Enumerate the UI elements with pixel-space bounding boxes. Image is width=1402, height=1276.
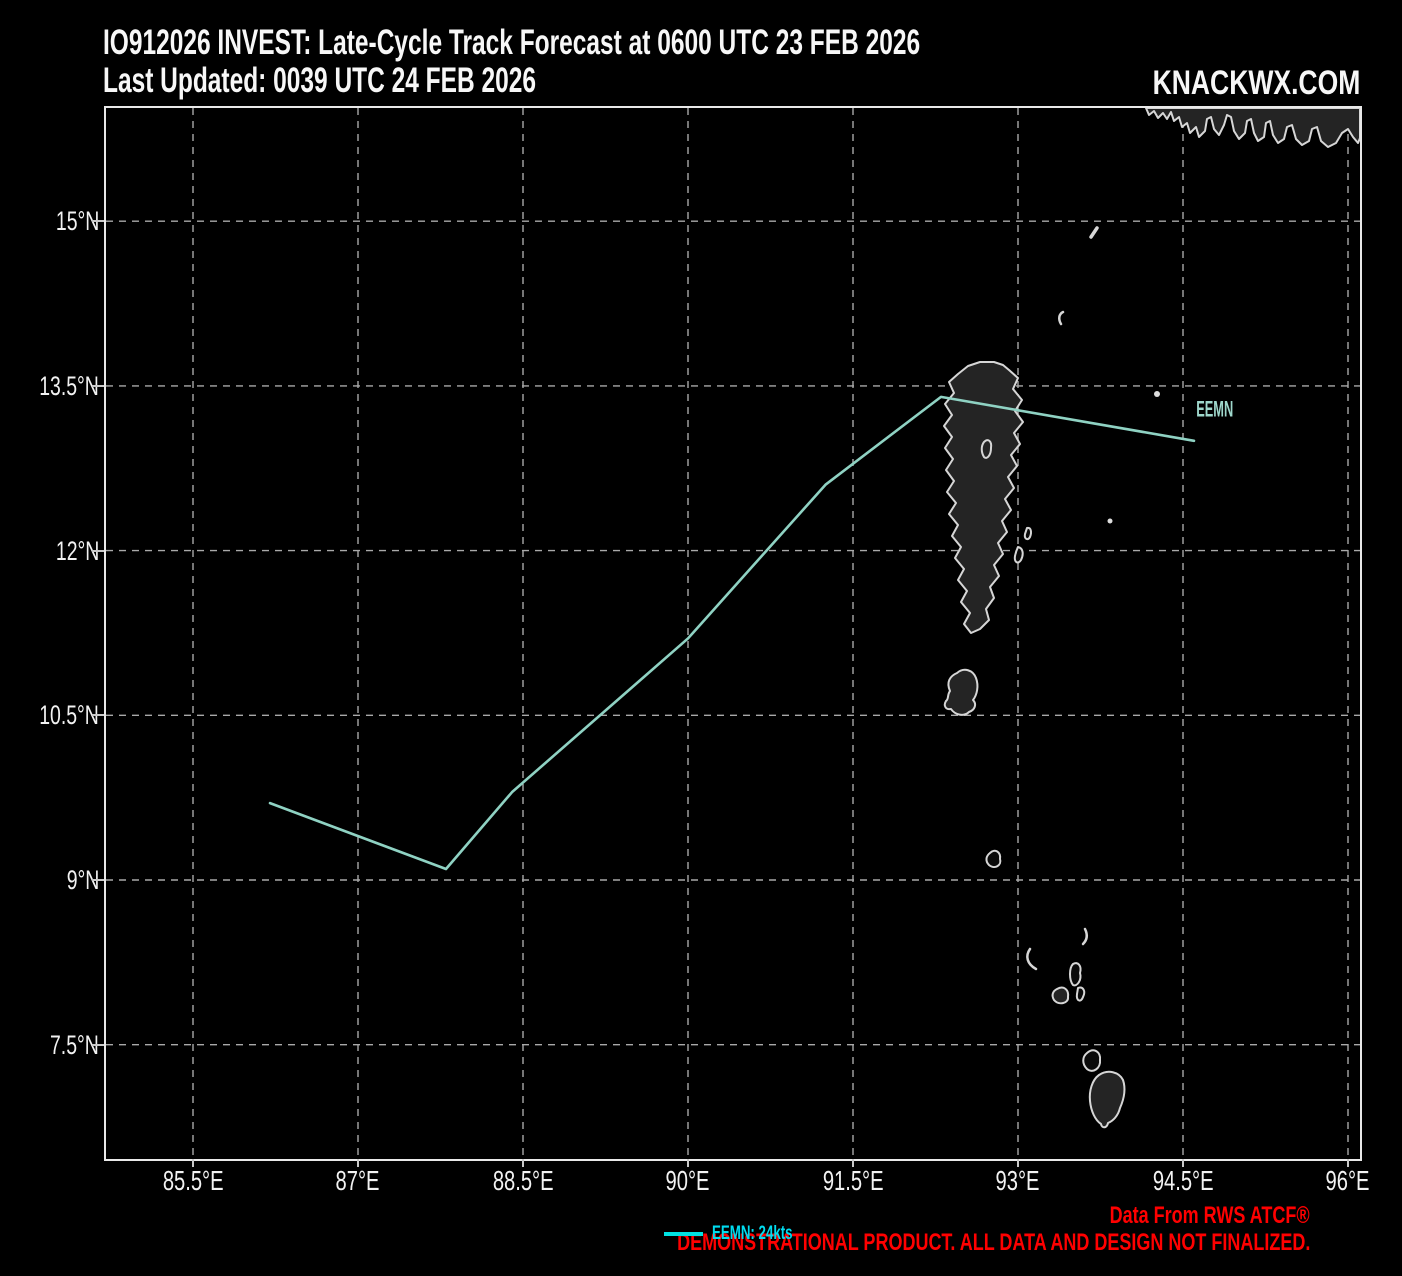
lat-tick-label: 9°N <box>0 865 99 895</box>
little-nicobar-island <box>1082 1049 1102 1072</box>
axis-tick-label-text: 93°E <box>996 1165 1040 1196</box>
rutland-islet <box>1013 546 1024 564</box>
lat-tick-mark <box>92 879 104 881</box>
axis-tick-label-text: 13.5°N <box>39 370 99 401</box>
disclaimer-line1: Data From RWS ATCF® <box>1110 1202 1310 1229</box>
myanmar-coastline <box>1145 108 1360 148</box>
brand-wordmark: KNACKWX.COM <box>1152 64 1360 102</box>
grid-lines <box>106 108 1360 1159</box>
lon-tick-mark <box>687 1159 689 1167</box>
lat-tick-mark <box>92 384 104 387</box>
axis-tick-label-text: 90°E <box>666 1165 710 1196</box>
axis-tick-label-text: 7.5°N <box>50 1029 99 1060</box>
legend-label: EEMN: 24kts <box>712 1223 793 1244</box>
page-subtitle-text: Last Updated: 0039 UTC 24 FEB 2026 <box>103 61 536 100</box>
axis-tick-label-text: 87°E <box>336 1165 380 1196</box>
preparis-island <box>1089 226 1099 239</box>
lat-tick-label: 12°N <box>0 536 99 566</box>
car-nicobar-island <box>985 849 1002 869</box>
lat-tick-mark <box>92 549 104 552</box>
little-andaman-island <box>943 668 979 716</box>
axis-tick-label-text: 91.5°E <box>822 1165 884 1196</box>
lon-tick-mark <box>1182 1159 1184 1167</box>
nicobar-crescent-islet <box>1026 947 1038 971</box>
axis-tick-label-text: 94.5°E <box>1152 1165 1214 1196</box>
cocos-island <box>1058 310 1065 326</box>
forecast-track-line <box>268 395 1196 871</box>
lon-tick-mark <box>357 1159 359 1167</box>
lon-tick-mark <box>1347 1159 1349 1167</box>
lon-tick-label: 93°E <box>948 1166 1088 1196</box>
lon-tick-label: 91.5°E <box>783 1166 923 1196</box>
page-title-text: IO912026 INVEST: Late-Cycle Track Foreca… <box>103 23 921 62</box>
track-label: EEMN <box>1196 397 1233 422</box>
legend-line-swatch <box>664 1232 703 1236</box>
disclaimer: Data From RWS ATCF® DEMONSTRATIONAL PROD… <box>466 1202 1310 1256</box>
lon-tick-mark <box>522 1159 524 1167</box>
lat-tick-label: 7.5°N <box>0 1030 99 1060</box>
page-subtitle: Last Updated: 0039 UTC 24 FEB 2026 <box>103 62 1270 100</box>
map-canvas: EEMN <box>106 108 1360 1159</box>
lon-tick-label: 94.5°E <box>1113 1166 1253 1196</box>
lon-tick-label: 96°E <box>1278 1166 1402 1196</box>
lon-tick-mark <box>192 1159 194 1167</box>
coastlines <box>943 108 1360 1129</box>
lat-tick-mark <box>92 714 104 717</box>
axis-tick-label-text: 15°N <box>55 206 99 237</box>
barren-island-dot <box>1107 518 1113 524</box>
disclaimer-line2: DEMONSTRATIONAL PRODUCT. ALL DATA AND DE… <box>676 1229 1310 1256</box>
lat-tick-mark <box>92 220 104 223</box>
map-plot-area: EEMN Data From RWS ATCF® DEMONSTRATIONAL… <box>104 106 1362 1256</box>
camorta-island <box>1069 962 1082 987</box>
lat-tick-label: 10.5°N <box>0 700 99 730</box>
great-nicobar-island <box>1088 1070 1126 1129</box>
andaman-islands <box>943 361 1024 634</box>
narcondam-island-dot <box>1154 391 1160 397</box>
andaman-east-islet <box>1023 526 1032 541</box>
nicobar-sliver-islet <box>1081 927 1088 946</box>
lon-tick-mark <box>852 1159 854 1167</box>
axis-tick-label-text: 10.5°N <box>39 700 99 731</box>
axis-tick-label-text: 96°E <box>1326 1165 1370 1196</box>
page-title: IO912026 INVEST: Late-Cycle Track Foreca… <box>103 24 1270 62</box>
lat-tick-label: 15°N <box>0 206 99 236</box>
nancowry-islet <box>1075 986 1086 1002</box>
title-block: IO912026 INVEST: Late-Cycle Track Foreca… <box>103 24 1270 100</box>
andaman-west-islet <box>980 439 993 459</box>
axis-tick-label-text: 12°N <box>55 535 99 566</box>
lat-tick-mark <box>92 1043 104 1046</box>
axis-tick-label-text: 88.5°E <box>492 1165 554 1196</box>
lon-tick-label: 90°E <box>618 1166 758 1196</box>
lon-tick-mark <box>1017 1159 1019 1167</box>
lon-tick-label: 88.5°E <box>453 1166 593 1196</box>
axis-tick-label-text: 85.5°E <box>162 1165 224 1196</box>
lon-tick-label: 85.5°E <box>123 1166 263 1196</box>
katchall-island <box>1051 986 1070 1005</box>
lat-tick-label: 13.5°N <box>0 371 99 401</box>
lon-tick-label: 87°E <box>288 1166 428 1196</box>
